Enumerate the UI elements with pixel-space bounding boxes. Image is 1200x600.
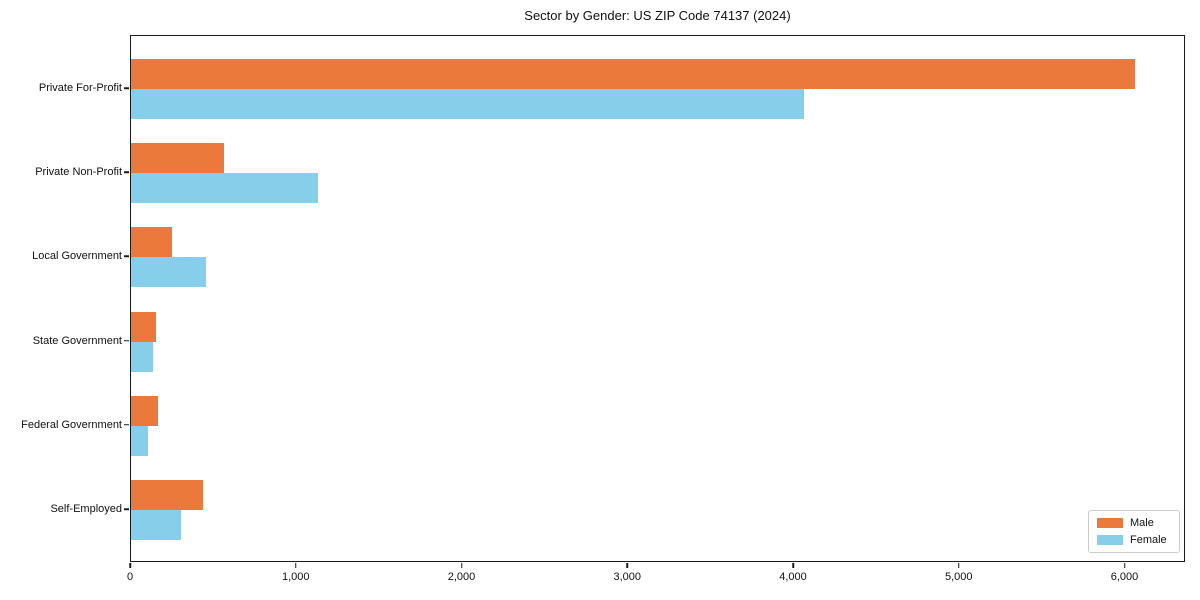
x-tick-mark-5000	[958, 563, 960, 568]
legend-label-female: Female	[1130, 534, 1167, 546]
bar-male-private-non-profit	[131, 143, 224, 174]
y-tick-label-private-for-profit: Private For-Profit	[38, 82, 122, 94]
x-tick-mark-2000	[460, 563, 463, 568]
legend-label-male: Male	[1130, 517, 1154, 529]
legend-item-male: Male	[1097, 517, 1171, 529]
plot-area	[130, 35, 1185, 562]
legend: Male Female	[1088, 510, 1180, 553]
x-tick-label-0: 0	[126, 571, 134, 583]
bar-male-self-employed	[131, 480, 204, 510]
x-tick-mark-6000	[1123, 563, 1126, 568]
y-tick-label-state-government: State Government	[32, 334, 122, 347]
legend-item-female: Female	[1097, 534, 1171, 546]
y-tick-label-local-government: Local Government	[32, 250, 122, 263]
bar-male-private-for-profit	[131, 59, 1136, 89]
x-tick-label-6000: 6,000	[1110, 571, 1139, 583]
bar-male-state-government	[131, 311, 156, 342]
bar-female-self-employed	[131, 510, 181, 540]
x-tick-label-3000: 3,000	[613, 571, 642, 583]
bar-female-private-for-profit	[131, 89, 804, 119]
y-tick-mark-private-non-profit	[124, 171, 129, 173]
y-tick-mark-local-government	[124, 255, 129, 258]
x-tick-label-1000: 1,000	[281, 571, 310, 583]
x-tick-mark-4000	[792, 563, 794, 568]
x-tick-label-5000: 5,000	[944, 571, 973, 583]
x-tick-mark-0	[129, 563, 131, 568]
x-tick-label-4000: 4,000	[779, 571, 807, 583]
bar-female-state-government	[131, 341, 154, 372]
x-tick-mark-1000	[295, 563, 297, 568]
y-tick-mark-state-government	[124, 339, 129, 342]
chart-title: Sector by Gender: US ZIP Code 74137 (202…	[524, 8, 791, 23]
y-tick-label-self-employed: Self-Employed	[50, 503, 122, 515]
bar-female-private-non-profit	[131, 173, 319, 204]
female-series-swatch-icon	[1097, 535, 1123, 545]
bar-male-federal-government	[131, 395, 159, 426]
y-tick-mark-self-employed	[124, 508, 129, 510]
bar-male-local-government	[131, 227, 172, 258]
y-tick-label-private-non-profit: Private Non-Profit	[35, 166, 122, 179]
bar-female-local-government	[131, 257, 207, 288]
y-tick-mark-federal-government	[124, 424, 129, 426]
y-tick-mark-private-for-profit	[124, 87, 129, 89]
y-tick-label-federal-government: Federal Government	[21, 418, 122, 431]
male-series-swatch-icon	[1097, 518, 1123, 528]
x-tick-label-2000: 2,000	[447, 571, 476, 583]
x-tick-mark-3000	[626, 563, 628, 568]
bar-female-federal-government	[131, 425, 148, 456]
